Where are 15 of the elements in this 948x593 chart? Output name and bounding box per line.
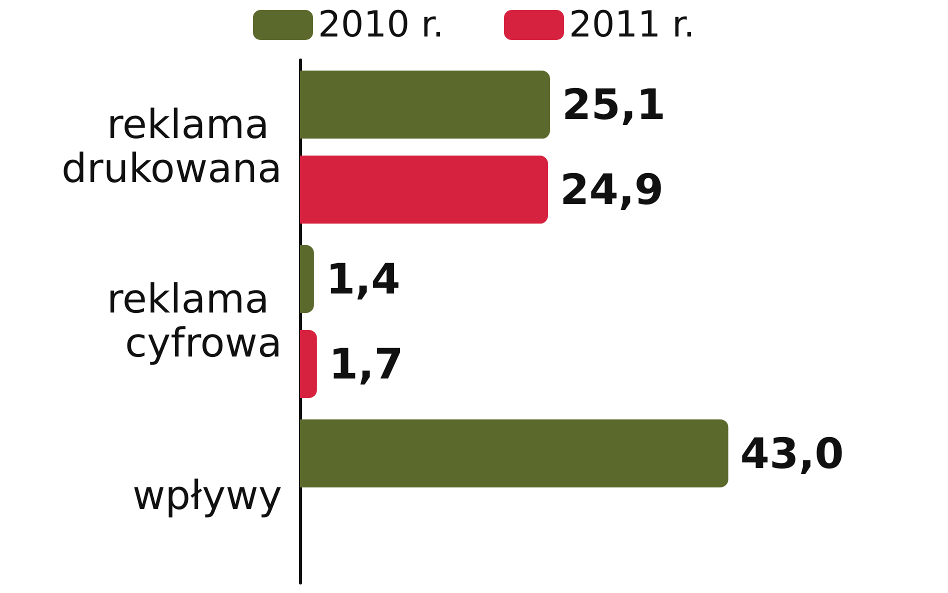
bar: [300, 156, 548, 224]
bar: [300, 330, 317, 398]
bar: [300, 245, 314, 313]
data-label: 24,9: [560, 165, 664, 214]
y-tick-label: wpływy: [132, 472, 282, 519]
data-label: 1,4: [326, 254, 400, 304]
y-tick-label: reklama drukowana: [62, 102, 282, 192]
data-label: 43,0: [740, 428, 844, 478]
legend-label: 2010 r.: [318, 4, 444, 46]
y-tick-label: reklama cyfrowa: [106, 276, 282, 366]
data-label: 1,7: [328, 340, 404, 388]
bar: [300, 70, 550, 139]
legend-label: 2011 r.: [569, 4, 695, 46]
data-label: 25,1: [562, 80, 666, 130]
bar: [300, 419, 728, 488]
